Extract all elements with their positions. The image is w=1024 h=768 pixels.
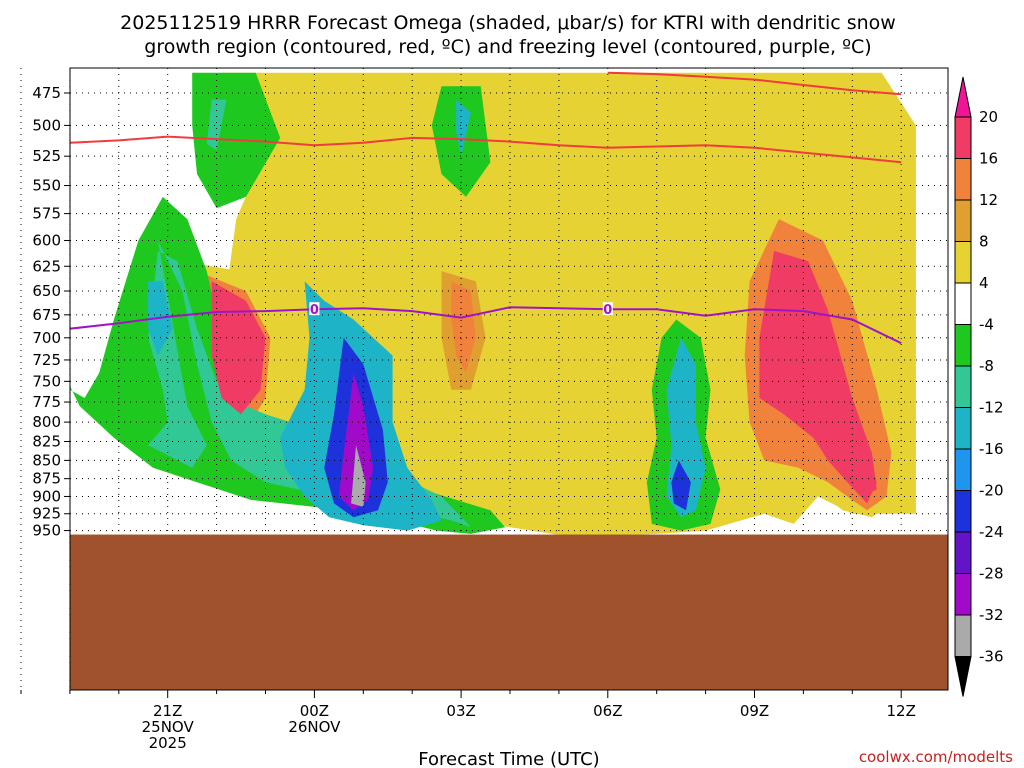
colorbar-label-5: -4 [979, 316, 994, 334]
y-tick-label-650: 650 [32, 282, 61, 300]
omega-region-03z-positive-max [451, 281, 476, 373]
contour-line-0 [70, 135, 902, 164]
colorbar-label-1: 16 [979, 150, 998, 168]
x-tick-label-9-0: 03Z [446, 702, 475, 720]
colorbar-label-13: -36 [979, 648, 1004, 666]
plot-frame [69, 67, 949, 691]
y-tick-label-800: 800 [32, 413, 61, 431]
colorbar-bin-6 [954, 365, 972, 408]
chart-title-line-2: growth region (contoured, red, ºC) and f… [144, 36, 871, 58]
omega-region-upper-03z-column-core [456, 99, 471, 157]
y-tick-label-475: 475 [32, 84, 61, 102]
colorbar-top-arrow [954, 76, 972, 118]
colorbar-bin-8 [954, 448, 972, 491]
y-tick-label-925: 925 [32, 505, 61, 523]
y-tick-label-900: 900 [32, 487, 61, 505]
y-tick-label-700: 700 [32, 329, 61, 347]
x-tick-label-3-2: 2025 [149, 734, 187, 752]
x-axis-label: Forecast Time (UTC) [418, 749, 599, 768]
colorbar-bin-12 [954, 614, 972, 657]
colorbar-bin-7 [954, 407, 972, 450]
x-tick-label-6-1: 26NOV [288, 718, 341, 736]
colorbar-label-3: 8 [979, 233, 989, 251]
contour-line-2 [70, 306, 902, 345]
colorbar-label-4: 4 [979, 274, 989, 292]
y-tick-label-600: 600 [32, 231, 61, 249]
y-tick-label-775: 775 [32, 393, 61, 411]
y-tick-label-825: 825 [32, 433, 61, 451]
x-tick-label-12-0: 06Z [593, 702, 622, 720]
x-tick-label-3-0: 21Z [153, 702, 182, 720]
colorbar-label-7: -12 [979, 399, 1004, 417]
colorbar-bin-3 [954, 241, 972, 284]
y-tick-label-675: 675 [32, 306, 61, 324]
contour-label-bg-1 [602, 302, 613, 316]
omega-region-0730z-negative-minimum [671, 460, 691, 511]
colorbar-label-12: -32 [979, 606, 1004, 624]
colorbar-label-6: -8 [979, 357, 994, 375]
colorbar-bin-11 [954, 573, 972, 616]
y-tick-label-500: 500 [32, 116, 61, 134]
omega-region-central-negative-core-purple [338, 372, 374, 511]
omega-region-central-negative-minimum [351, 445, 366, 507]
plot-gridlines [20, 68, 948, 690]
colorbar-bin-2 [954, 199, 972, 242]
y-tick-label-725: 725 [32, 351, 61, 369]
omega-region-upper-green-column-core [206, 99, 227, 151]
contour-label-bg-0 [309, 302, 320, 316]
colorbar-bin-9 [954, 490, 972, 533]
contour-line-1 [607, 71, 902, 96]
colorbar-label-11: -28 [979, 565, 1004, 583]
omega-region-10z-positive-max [769, 261, 877, 504]
y-tick-label-575: 575 [32, 205, 61, 223]
colorbar-label-8: -16 [979, 440, 1004, 458]
omega-shaded-regions [70, 72, 916, 538]
colorbar-bin-10 [954, 531, 972, 574]
colorbar-label-10: -24 [979, 523, 1004, 541]
colorbar-bin-5 [954, 324, 972, 367]
x-tick-label-3-1: 25NOV [142, 718, 195, 736]
credit-text: coolwx.com/modelts [859, 748, 1013, 766]
pressure-axis: 475 500 525 550 575 600 625 650 675 700 725 750 775 8… [32, 84, 70, 540]
colorbar-label-2: 12 [979, 191, 998, 209]
x-tick-label-15-0: 09Z [740, 702, 769, 720]
y-tick-label-625: 625 [32, 257, 61, 275]
contour-label-1: 0 [603, 303, 612, 318]
colorbar-label-9: -20 [979, 482, 1004, 500]
x-tick-label-6-0: 00Z [300, 702, 329, 720]
contour-label-0: 0 [310, 303, 319, 318]
x-tick-label-18-0: 12Z [887, 702, 916, 720]
colorbar-bin-0 [954, 116, 972, 159]
y-tick-label-750: 750 [32, 372, 61, 390]
colorbar-label-0: 20 [979, 108, 998, 126]
y-tick-label-525: 525 [32, 147, 61, 165]
colorbar-bin-1 [954, 158, 972, 201]
y-tick-label-550: 550 [32, 177, 61, 195]
colorbar-bin-4 [954, 282, 972, 325]
omega-colorbar: 20 16 12 8 4 -4 -8 -12 -16 -20 -24 -28 -32 -36 [954, 76, 1004, 697]
y-tick-label-850: 850 [32, 451, 61, 469]
y-tick-label-950: 950 [32, 522, 61, 540]
chart-title-line-1: 2025112519 HRRR Forecast Omega (shaded, … [120, 12, 896, 34]
omega-region-2230z-positive-max [211, 281, 266, 415]
ground-surface [70, 534, 948, 690]
y-tick-label-875: 875 [32, 470, 61, 488]
colorbar-bottom-arrow [954, 656, 972, 697]
